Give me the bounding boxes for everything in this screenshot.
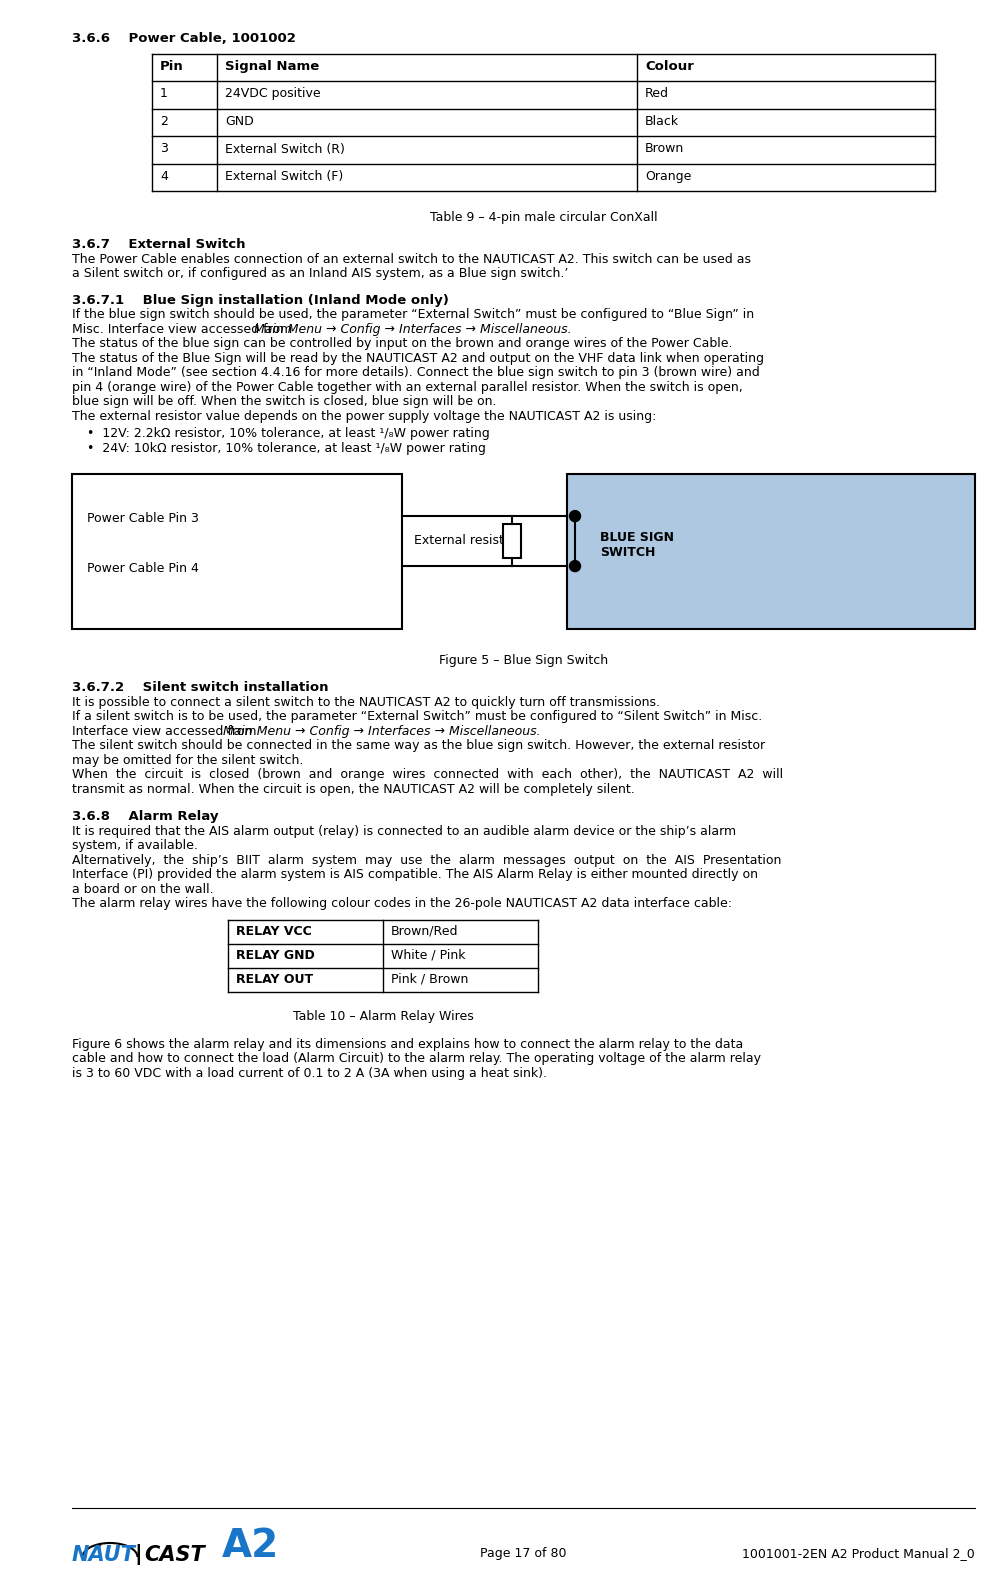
Text: Misc. Interface view accessed from: Misc. Interface view accessed from <box>72 322 296 335</box>
Text: may be omitted for the silent switch.: may be omitted for the silent switch. <box>72 753 303 767</box>
Text: Red: Red <box>644 88 668 100</box>
Text: 3.6.6    Power Cable, 1001002: 3.6.6 Power Cable, 1001002 <box>72 32 296 45</box>
Text: 3.6.8    Alarm Relay: 3.6.8 Alarm Relay <box>72 810 218 823</box>
Text: Table 9 – 4-pin male circular ConXall: Table 9 – 4-pin male circular ConXall <box>429 212 656 225</box>
Text: RELAY GND: RELAY GND <box>235 949 315 962</box>
Text: Colour: Colour <box>644 61 693 73</box>
Text: It is required that the AIS alarm output (relay) is connected to an audible alar: It is required that the AIS alarm output… <box>72 825 735 837</box>
Text: The status of the Blue Sign will be read by the NAUTICAST A2 and output on the V: The status of the Blue Sign will be read… <box>72 351 764 365</box>
Text: Power Cable Pin 4: Power Cable Pin 4 <box>87 561 198 576</box>
Text: GND: GND <box>224 115 254 128</box>
Text: Interface (PI) provided the alarm system is AIS compatible. The AIS Alarm Relay : Interface (PI) provided the alarm system… <box>72 868 758 880</box>
Text: The Power Cable enables connection of an external switch to the NAUTICAST A2. Th: The Power Cable enables connection of an… <box>72 254 750 266</box>
Text: External resistor: External resistor <box>414 534 516 547</box>
Text: 3.6.7.2    Silent switch installation: 3.6.7.2 Silent switch installation <box>72 681 329 694</box>
Text: The alarm relay wires have the following colour codes in the 26-pole NAUTICAST A: The alarm relay wires have the following… <box>72 896 731 911</box>
Text: It is possible to connect a silent switch to the NAUTICAST A2 to quickly turn of: It is possible to connect a silent switc… <box>72 695 659 708</box>
Text: |: | <box>134 1544 141 1565</box>
Polygon shape <box>566 474 974 628</box>
Text: Brown: Brown <box>644 142 683 155</box>
Text: External Switch (F): External Switch (F) <box>224 171 343 183</box>
Text: Interface view accessed from: Interface view accessed from <box>72 724 261 737</box>
Text: cable and how to connect the load (Alarm Circuit) to the alarm relay. The operat: cable and how to connect the load (Alarm… <box>72 1053 761 1065</box>
Text: blue sign will be off. When the switch is closed, blue sign will be on.: blue sign will be off. When the switch i… <box>72 396 496 408</box>
Text: 1001001-2EN A2 Product Manual 2_0: 1001001-2EN A2 Product Manual 2_0 <box>741 1547 974 1560</box>
Text: Figure 6 shows the alarm relay and its dimensions and explains how to connect th: Figure 6 shows the alarm relay and its d… <box>72 1038 742 1051</box>
Text: system, if available.: system, if available. <box>72 839 197 852</box>
Text: BLUE SIGN
SWITCH: BLUE SIGN SWITCH <box>599 531 673 560</box>
Text: Black: Black <box>644 115 678 128</box>
Text: •  24V: 10kΩ resistor, 10% tolerance, at least ¹/₈W power rating: • 24V: 10kΩ resistor, 10% tolerance, at … <box>87 442 485 455</box>
Polygon shape <box>72 474 402 628</box>
Text: White / Pink: White / Pink <box>391 949 465 962</box>
Text: •  12V: 2.2kΩ resistor, 10% tolerance, at least ¹/₈W power rating: • 12V: 2.2kΩ resistor, 10% tolerance, at… <box>87 427 489 440</box>
Text: 24VDC positive: 24VDC positive <box>224 88 321 100</box>
Text: Pin: Pin <box>160 61 183 73</box>
Text: Brown/Red: Brown/Red <box>391 925 458 938</box>
Text: Figure 5 – Blue Sign Switch: Figure 5 – Blue Sign Switch <box>439 654 607 667</box>
Circle shape <box>569 560 580 571</box>
Text: Signal Name: Signal Name <box>224 61 319 73</box>
Text: The status of the blue sign can be controlled by input on the brown and orange w: The status of the blue sign can be contr… <box>72 337 731 349</box>
Text: The external resistor value depends on the power supply voltage the NAUTICAST A2: The external resistor value depends on t… <box>72 410 655 423</box>
Text: 3.6.7    External Switch: 3.6.7 External Switch <box>72 239 245 252</box>
Bar <box>502 525 520 558</box>
Text: External Switch (R): External Switch (R) <box>224 142 345 155</box>
Text: 4: 4 <box>160 171 167 183</box>
Text: transmit as normal. When the circuit is open, the NAUTICAST A2 will be completel: transmit as normal. When the circuit is … <box>72 783 634 796</box>
Text: Page 17 of 80: Page 17 of 80 <box>480 1547 566 1560</box>
Text: pin 4 (orange wire) of the Power Cable together with an external parallel resist: pin 4 (orange wire) of the Power Cable t… <box>72 381 742 394</box>
Text: RELAY VCC: RELAY VCC <box>235 925 312 938</box>
Text: CAST: CAST <box>144 1546 204 1565</box>
Text: Main Menu → Config → Interfaces → Miscellaneous.: Main Menu → Config → Interfaces → Miscel… <box>222 724 540 737</box>
Text: 1: 1 <box>160 88 167 100</box>
Text: When  the  circuit  is  closed  (brown  and  orange  wires  connected  with  eac: When the circuit is closed (brown and or… <box>72 769 783 782</box>
Text: The silent switch should be connected in the same way as the blue sign switch. H: The silent switch should be connected in… <box>72 738 765 753</box>
Text: Main Menu → Config → Interfaces → Miscellaneous.: Main Menu → Config → Interfaces → Miscel… <box>254 322 571 335</box>
Text: A2: A2 <box>221 1526 279 1565</box>
Text: RELAY OUT: RELAY OUT <box>235 973 313 986</box>
Text: a Silent switch or, if configured as an Inland AIS system, as a Blue sign switch: a Silent switch or, if configured as an … <box>72 268 568 281</box>
Text: in “Inland Mode” (see section 4.4.16 for more details). Connect the blue sign sw: in “Inland Mode” (see section 4.4.16 for… <box>72 367 759 380</box>
Text: 3.6.7.1    Blue Sign installation (Inland Mode only): 3.6.7.1 Blue Sign installation (Inland M… <box>72 293 449 306</box>
Text: Orange: Orange <box>644 171 690 183</box>
Text: NAUT: NAUT <box>72 1546 136 1565</box>
Text: 2: 2 <box>160 115 167 128</box>
Text: Power Cable Pin 3: Power Cable Pin 3 <box>87 512 198 525</box>
Text: If the blue sign switch should be used, the parameter “External Switch” must be : If the blue sign switch should be used, … <box>72 308 754 321</box>
Text: Table 10 – Alarm Relay Wires: Table 10 – Alarm Relay Wires <box>293 1010 473 1022</box>
Text: 3: 3 <box>160 142 167 155</box>
Text: a board or on the wall.: a board or on the wall. <box>72 882 213 896</box>
Circle shape <box>569 510 580 522</box>
Text: is 3 to 60 VDC with a load current of 0.1 to 2 A (3A when using a heat sink).: is 3 to 60 VDC with a load current of 0.… <box>72 1067 546 1080</box>
Text: Pink / Brown: Pink / Brown <box>391 973 468 986</box>
Text: If a silent switch is to be used, the parameter “External Switch” must be config: If a silent switch is to be used, the pa… <box>72 710 762 723</box>
Text: Alternatively,  the  ship’s  BIIT  alarm  system  may  use  the  alarm  messages: Alternatively, the ship’s BIIT alarm sys… <box>72 853 781 866</box>
